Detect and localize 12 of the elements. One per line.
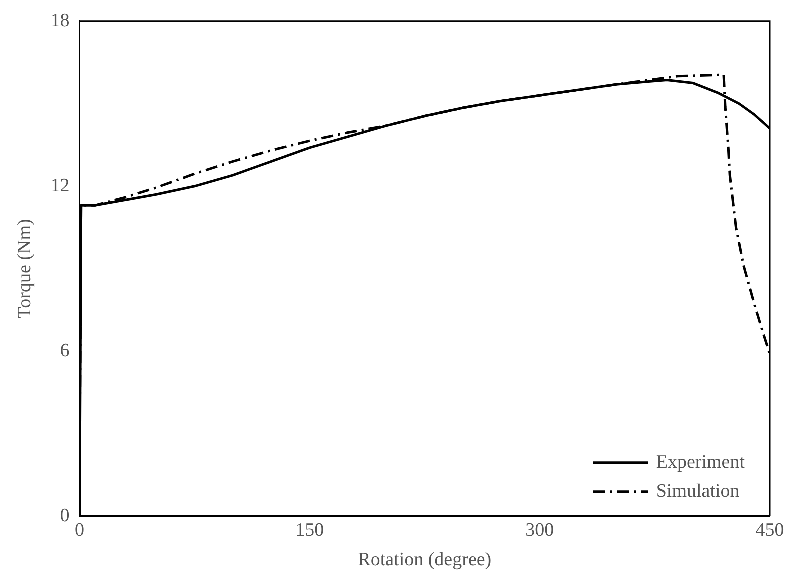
legend-label: Experiment <box>656 452 746 473</box>
x-tick-label: 450 <box>756 520 784 541</box>
x-tick-label: 150 <box>296 520 324 541</box>
x-tick-label: 300 <box>526 520 554 541</box>
legend-label: Simulation <box>656 480 740 502</box>
x-axis-title: Rotation (degree) <box>358 550 492 571</box>
y-tick-label: 0 <box>60 505 70 526</box>
y-tick-label: 12 <box>50 175 70 196</box>
y-tick-label: 18 <box>50 10 70 32</box>
y-tick-label: 6 <box>60 340 70 362</box>
x-tick-label: 0 <box>75 520 85 541</box>
y-axis-title: Torque (Nm) <box>14 219 36 319</box>
